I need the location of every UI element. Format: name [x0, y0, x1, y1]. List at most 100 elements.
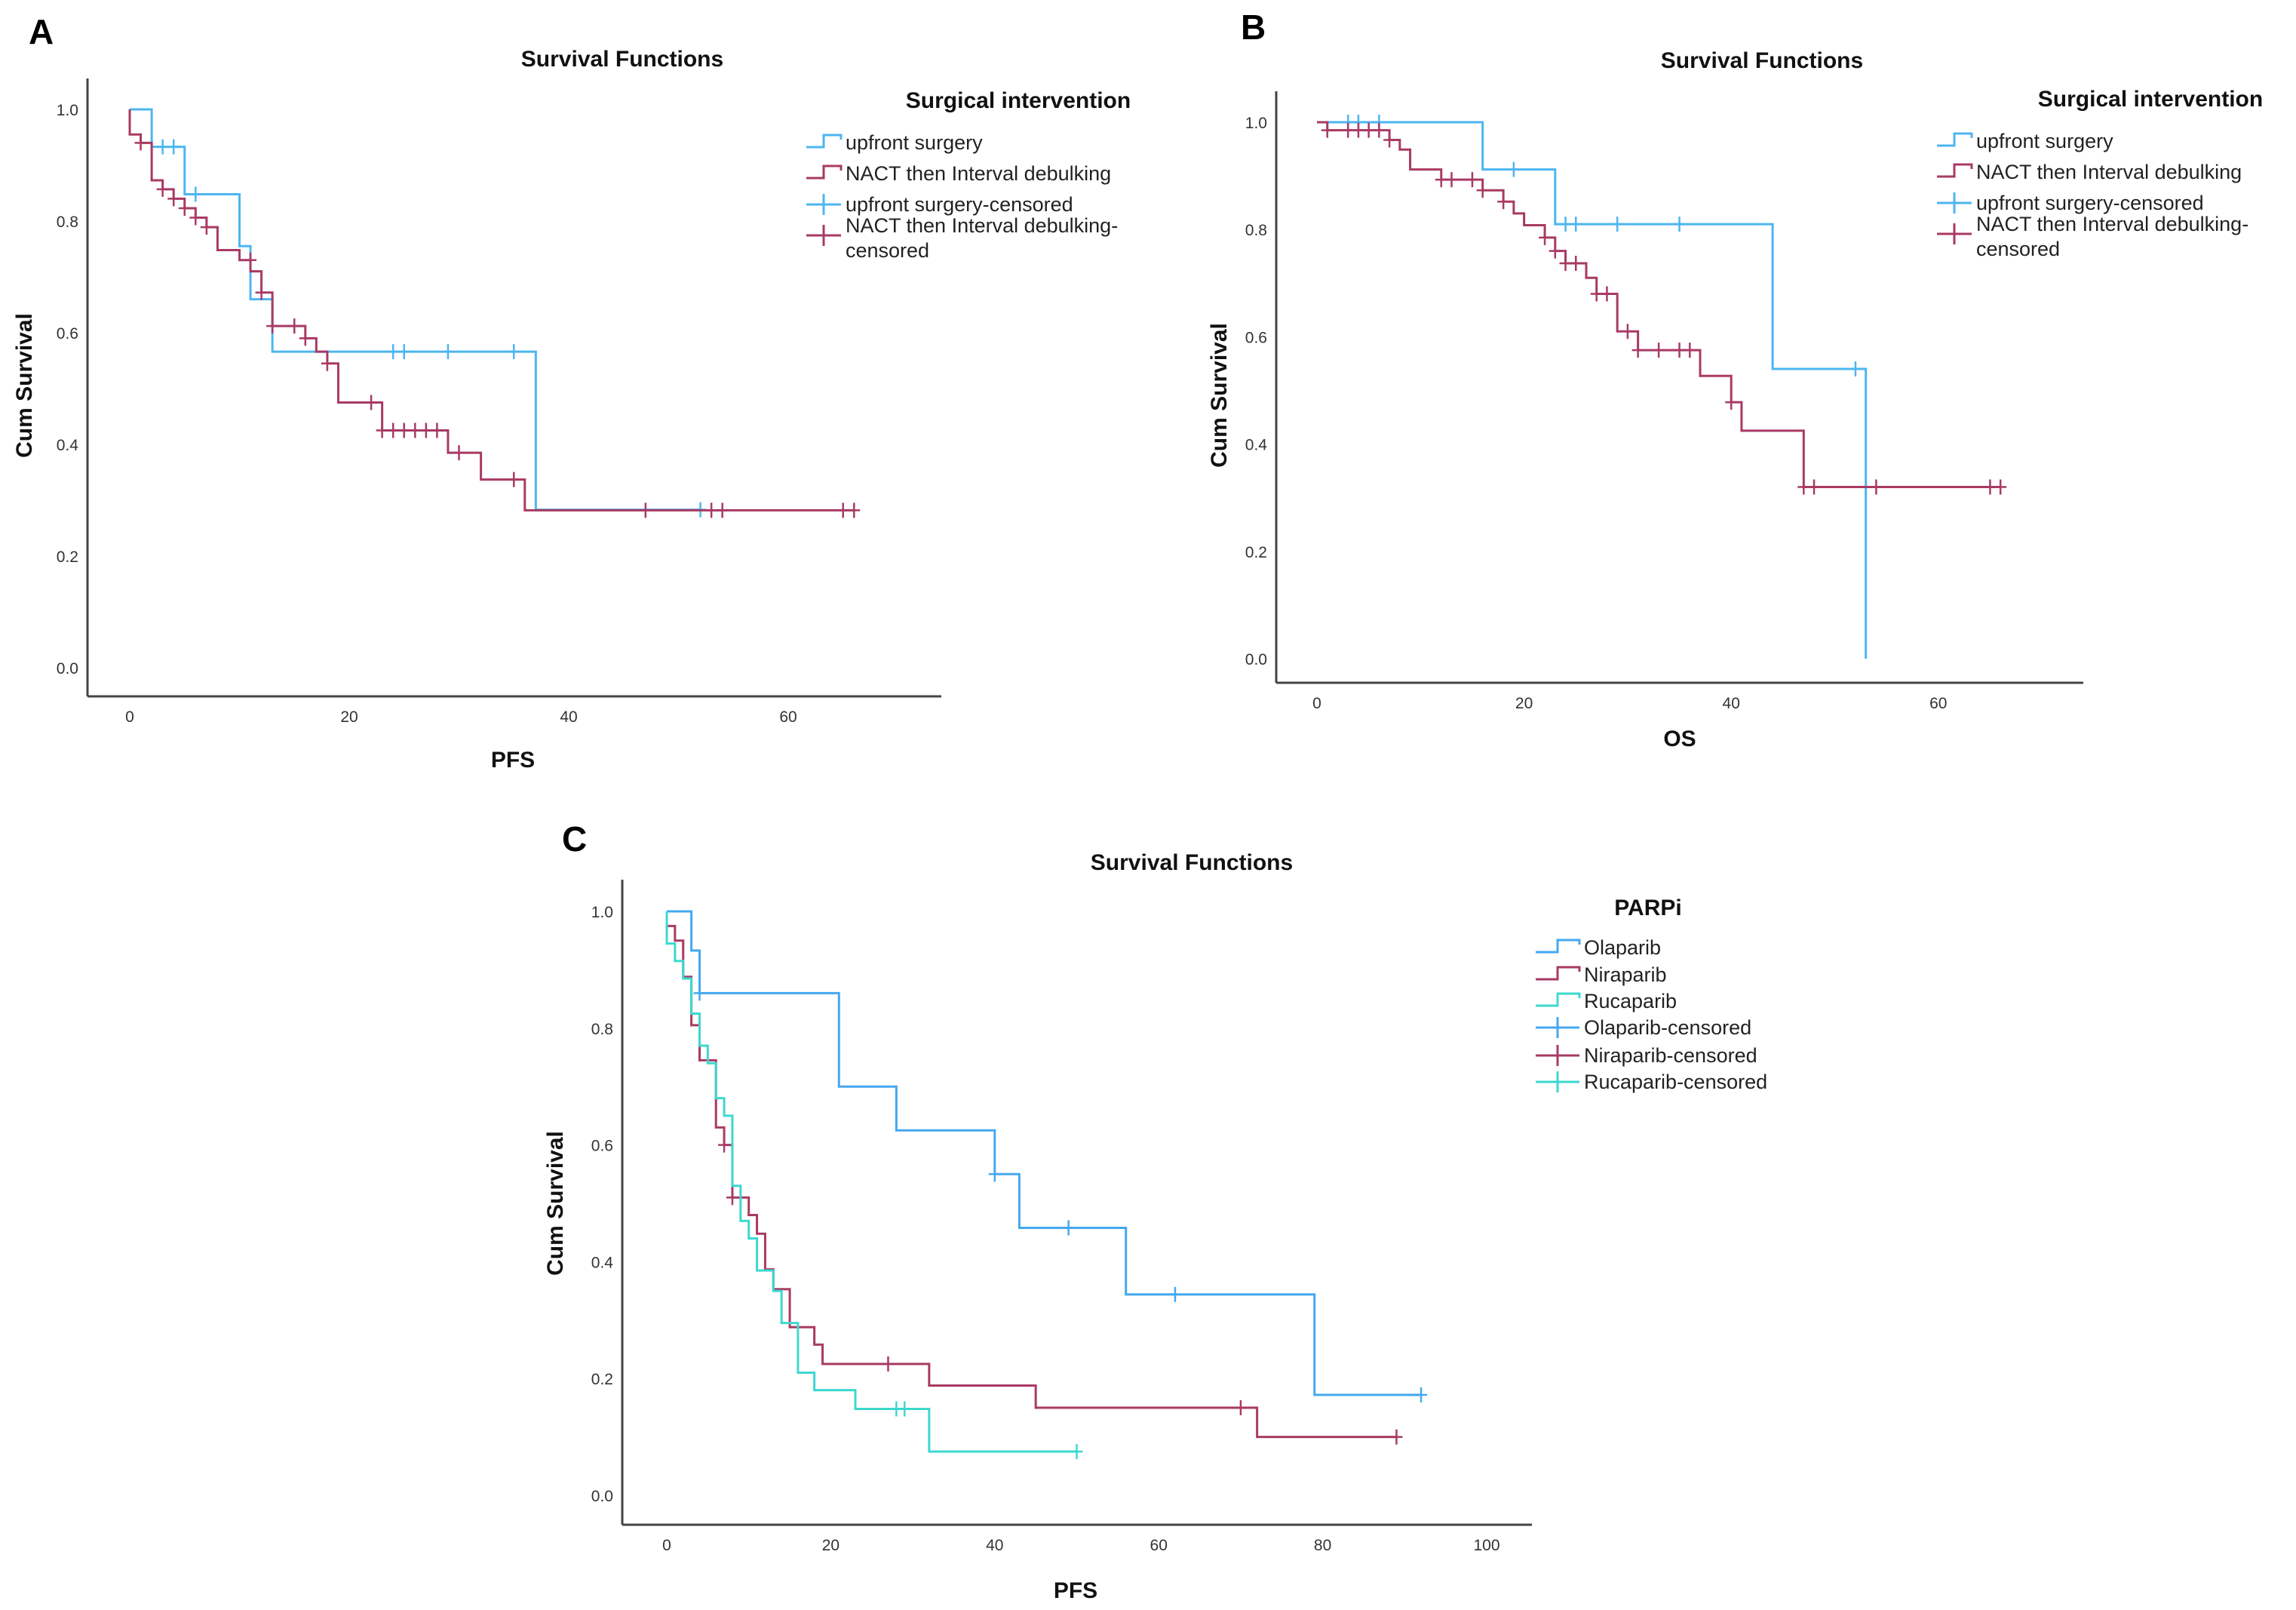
censor-mark [178, 200, 191, 216]
y-tick-label: 0.8 [1245, 222, 1267, 239]
x-tick-label: 80 [1314, 1537, 1331, 1554]
censor-mark [716, 502, 729, 518]
legend-label: upfront surgery-censored [846, 193, 1073, 216]
censor-mark [1570, 217, 1582, 232]
censor-mark [1321, 122, 1334, 138]
censor-mark [431, 422, 444, 438]
y-tick-label: 0.0 [1245, 651, 1267, 668]
y-tick-label: 0.6 [1245, 329, 1267, 346]
legend-censor-icon [1937, 223, 1972, 244]
panel-b: B Survival Functions 0 20 40 60 0.0 0.2 0.4 0.6 0.… [1207, 8, 2263, 751]
legend-line-icon [806, 134, 843, 149]
censor-mark [387, 344, 400, 360]
censor-mark [1362, 122, 1375, 138]
survival-curve-1 [128, 109, 855, 512]
censor-mark [1601, 286, 1613, 302]
censor-mark [1590, 286, 1603, 302]
censor-mark [134, 135, 147, 151]
y-tick-label: 0.8 [57, 214, 78, 231]
censor-mark [1684, 343, 1696, 358]
y-axis-label: Cum Survival [543, 1131, 568, 1276]
censor-mark [718, 1137, 731, 1153]
censor-mark [376, 422, 388, 438]
x-axis-label: OS [1663, 727, 1696, 751]
censor-mark [299, 330, 312, 346]
legend-line-icon [1536, 939, 1581, 954]
y-tick-label: 0.6 [57, 325, 78, 343]
legend-censor-icon [806, 225, 841, 246]
y-tick-label: 0.2 [1245, 544, 1267, 561]
x-tick-label: 0 [125, 708, 134, 726]
legend-censor-icon [1536, 1017, 1579, 1038]
censor-mark [167, 139, 180, 155]
x-tick-label: 20 [1515, 695, 1533, 712]
legend-title: PARPi [1614, 896, 1681, 920]
x-axis-label: PFS [1054, 1578, 1097, 1603]
legend-line-icon [1536, 992, 1581, 1007]
censor-mark [156, 139, 169, 155]
y-tick-label: 0.6 [591, 1138, 613, 1155]
y-tick-label: 1.0 [591, 904, 613, 921]
censor-mark [1559, 255, 1572, 271]
y-tick-label: 0.4 [1245, 437, 1268, 454]
censor-mark [1390, 1429, 1403, 1445]
censor-mark [705, 502, 718, 518]
legend-line-icon [1937, 163, 1973, 178]
panel-c: C Survival Functions 0 20 40 60 80 100 0.0 0.2 0.4… [543, 819, 1767, 1603]
censor-mark [200, 220, 213, 235]
panel-a: A Survival Functions 0 20 40 60 0.0 0.2 0.4 0.6 0.… [12, 12, 1131, 773]
censor-mark [409, 422, 422, 438]
censor-mark [1234, 1400, 1247, 1415]
legend-line-icon [1536, 966, 1581, 981]
legend-label: NACT then Interval debulking-censored [1976, 213, 2248, 260]
censor-mark [639, 502, 652, 518]
y-tick-label: 0.8 [591, 1021, 613, 1038]
survival-curve-0 [130, 108, 701, 512]
legend-title: Surgical intervention [2038, 87, 2263, 112]
chart-title: Survival Functions [521, 47, 723, 72]
legend-label: Niraparib [1584, 963, 1667, 986]
survival-curve-2 [665, 911, 1077, 1453]
censor-mark [441, 344, 454, 360]
y-axis-label: Cum Survival [1207, 323, 1232, 468]
y-tick-label: 0.2 [591, 1371, 613, 1388]
censor-mark [288, 318, 301, 334]
censor-mark [508, 472, 520, 487]
censor-mark [1549, 243, 1561, 259]
censor-mark [508, 344, 520, 360]
censor-mark [1476, 183, 1489, 198]
censor-mark [266, 318, 279, 334]
chart-title: Survival Functions [1091, 850, 1293, 875]
legend-label: Olaparib [1584, 936, 1661, 959]
censor-mark [453, 445, 465, 461]
censor-mark [1062, 1220, 1075, 1236]
censor-mark [1611, 217, 1624, 232]
survival-curve-0 [667, 910, 1422, 1396]
censor-mark [1070, 1443, 1083, 1459]
censor-mark [1984, 479, 1997, 495]
legend-label: Rucaparib-censored [1584, 1071, 1767, 1093]
x-tick-label: 0 [1312, 695, 1321, 712]
y-tick-label: 0.0 [591, 1488, 613, 1505]
censor-mark [1725, 395, 1738, 410]
x-tick-label: 0 [662, 1537, 671, 1554]
censor-mark [1849, 361, 1862, 377]
censor-mark [1570, 255, 1582, 271]
legend-censor-icon [1536, 1045, 1579, 1066]
y-tick-label: 1.0 [57, 102, 78, 119]
censor-mark [167, 191, 180, 207]
censor-mark [156, 181, 169, 197]
censor-mark [1631, 343, 1644, 358]
censor-mark [321, 355, 333, 371]
censor-mark [1870, 479, 1883, 495]
legend-censor-icon [1536, 1071, 1579, 1092]
x-tick-label: 40 [986, 1537, 1003, 1554]
censor-mark [1497, 194, 1510, 210]
censor-mark [1466, 172, 1478, 188]
censor-mark [693, 985, 706, 1001]
censor-mark [255, 284, 268, 300]
x-tick-label: 40 [1723, 695, 1740, 712]
y-axis-label: Cum Survival [12, 313, 37, 458]
x-tick-label: 60 [1929, 695, 1947, 712]
censor-mark [1797, 479, 1810, 495]
